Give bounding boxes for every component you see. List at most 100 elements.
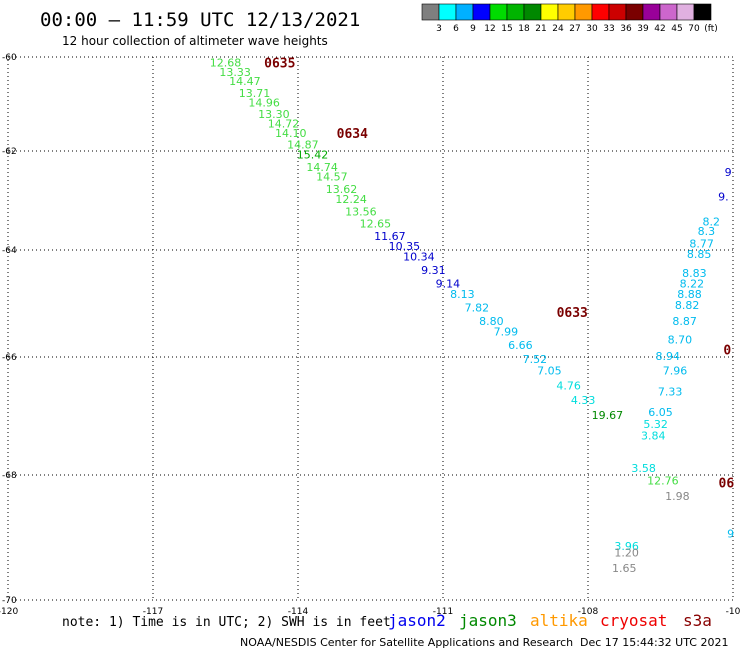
swh-point-label: 3.96 <box>614 540 639 553</box>
plot-frame <box>7 56 734 601</box>
colorbar-swatch <box>642 3 661 21</box>
swh-point-label: 9.31 <box>421 264 446 277</box>
colorbar-swatch <box>455 3 474 21</box>
swh-point-label: 4.76 <box>556 379 581 392</box>
colorbar-label: 9 <box>470 24 476 34</box>
colorbar-swatch <box>693 3 712 21</box>
y-tick-label: -66 <box>2 353 17 363</box>
axis-ticks: -60 -62 -64 -66 -68 -70-120 -117 -114 -111 -108 -1… <box>0 53 740 617</box>
colorbar-swatch <box>591 3 610 21</box>
colorbar-label: 39 <box>637 24 649 34</box>
swh-point-label: 5.32 <box>643 418 668 431</box>
swh-point-label: 8.13 <box>450 288 475 301</box>
swh-point-label: 8.87 <box>672 315 697 328</box>
colorbar-label: 70 <box>688 24 700 34</box>
satellite-jason2: jason2 <box>388 611 446 630</box>
pass-time-label: 0 <box>723 343 731 358</box>
swh-point-label: 7.96 <box>663 365 688 378</box>
swh-point-label: 4.33 <box>571 394 596 407</box>
swh-point-label: 12.76 <box>647 474 679 487</box>
colorbar-label: 33 <box>603 24 614 34</box>
colorbar-label: 6 <box>453 24 459 34</box>
swh-points: 12.6813.3314.4713.7114.9613.3014.7214.10… <box>210 56 734 574</box>
colorbar-label: 30 <box>586 24 598 34</box>
x-tick-label: -117 <box>143 607 163 617</box>
swh-point-label: 9 <box>725 166 732 179</box>
swh-point-label: 14.96 <box>248 96 280 109</box>
swh-point-label: 10.34 <box>403 251 435 264</box>
chart-title: 00:00 – 11:59 UTC 12/13/2021 <box>40 9 360 31</box>
colorbar-swatch <box>421 3 440 21</box>
swh-point-label: 10.35 <box>389 240 421 253</box>
y-tick-label: -70 <box>2 596 17 606</box>
swh-point-label: 1.65 <box>612 562 637 575</box>
swh-point-label: 8.82 <box>675 299 700 312</box>
swh-point-label: 3.58 <box>631 462 656 475</box>
footer-note: note: 1) Time is in UTC; 2) SWH is in fe… <box>62 615 391 630</box>
satellite-s3a: s3a <box>683 611 712 630</box>
colorbar-swatch <box>472 3 491 21</box>
x-tick-label: -120 <box>0 607 18 617</box>
colorbar-label: 24 <box>552 24 564 34</box>
swh-point-label: 8.70 <box>668 334 693 347</box>
swh-point-label: 13.33 <box>219 66 251 79</box>
swh-point-label: 14.47 <box>229 75 261 88</box>
swh-point-label: 8.83 <box>682 267 707 280</box>
swh-point-label: 9 <box>727 528 734 541</box>
colorbar-swatch <box>625 3 644 21</box>
swh-point-label: 3.84 <box>641 430 666 443</box>
swh-point-label: 13.62 <box>326 183 358 196</box>
swh-point-label: 13.30 <box>258 108 290 121</box>
y-tick-label: -68 <box>2 471 17 481</box>
swh-point-label: 12.65 <box>360 218 392 231</box>
swh-point-label: 13.71 <box>239 87 271 100</box>
colorbar-swatch <box>489 3 508 21</box>
colorbar-label: 42 <box>654 24 665 34</box>
x-tick-label: -10 <box>726 607 740 617</box>
satellite-cryosat: cryosat <box>600 611 667 630</box>
colorbar-label: (ft) <box>704 24 718 34</box>
colorbar-swatch <box>506 3 525 21</box>
swh-point-label: 8.85 <box>687 248 712 261</box>
footer-credit: NOAA/NESDIS Center for Satellite Applica… <box>240 636 573 649</box>
swh-point-label: 1.98 <box>665 490 690 503</box>
swh-point-label: 7.99 <box>494 326 519 339</box>
swh-point-label: 8.3 <box>698 225 716 238</box>
satellite-altika: altika <box>530 611 588 630</box>
swh-point-label: 11.67 <box>374 230 406 243</box>
swh-point-label: 14.57 <box>316 171 348 184</box>
swh-point-label: 15.42 <box>297 148 329 161</box>
swh-point-label: 1.20 <box>614 546 639 559</box>
swh-point-label: 12.68 <box>210 56 242 69</box>
colorbar-label: 15 <box>501 24 512 34</box>
colorbar-swatch <box>523 3 542 21</box>
pass-time-label: 0635 <box>264 56 295 71</box>
swh-point-label: 7.82 <box>465 302 490 315</box>
swh-point-label: 6.66 <box>508 339 533 352</box>
x-tick-label: -114 <box>288 607 309 617</box>
swh-point-label: 8.94 <box>656 350 681 363</box>
swh-point-label: 8.2 <box>703 215 721 228</box>
colorbar-swatch <box>608 3 627 21</box>
colorbar-label: 45 <box>671 24 682 34</box>
footer-timestamp: Dec 17 15:44:32 UTC 2021 <box>580 636 728 649</box>
colorbar-label: 27 <box>569 24 580 34</box>
colorbar-label: 18 <box>518 24 530 34</box>
colorbar-swatch <box>540 3 559 21</box>
satellite-jason3: jason3 <box>459 611 517 630</box>
x-tick-label: -111 <box>433 607 453 617</box>
swh-point-label: 7.52 <box>523 353 548 366</box>
swh-point-label: 19.67 <box>592 409 624 422</box>
swh-point-label: 8.88 <box>677 288 702 301</box>
swh-point-label: 14.87 <box>287 139 319 152</box>
colorbar-label: 36 <box>620 24 632 34</box>
colorbar-legend: 3 6 9 12 15 18 21 24 27 30 33 36 39 42 45 70 (ft) <box>421 3 718 34</box>
swh-point-label: 14.72 <box>268 118 300 131</box>
colorbar-label: 12 <box>484 24 495 34</box>
y-tick-label: -64 <box>2 246 17 256</box>
colorbar-swatch <box>557 3 576 21</box>
colorbar-swatch <box>659 3 678 21</box>
swh-point-label: 8.77 <box>689 238 714 251</box>
pass-time-label: 0634 <box>337 127 368 142</box>
